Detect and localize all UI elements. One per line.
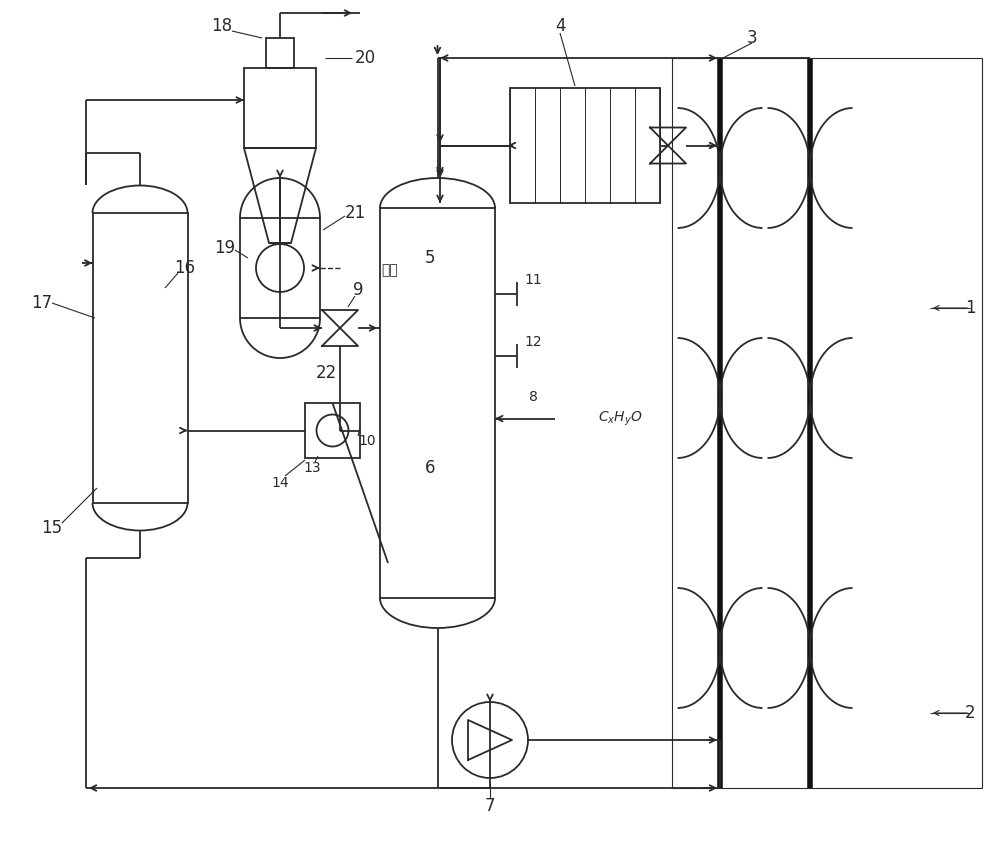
Text: 12: 12 — [524, 335, 542, 349]
Text: 13: 13 — [303, 461, 321, 475]
Text: 6: 6 — [425, 459, 435, 477]
Bar — [672, 58, 982, 788]
Text: 5: 5 — [425, 249, 435, 267]
Bar — [240, 218, 320, 318]
Text: 21: 21 — [344, 204, 366, 222]
Text: 9: 9 — [353, 281, 363, 299]
Text: 16: 16 — [174, 259, 196, 277]
Text: 10: 10 — [358, 434, 376, 448]
Text: 7: 7 — [485, 797, 495, 815]
Text: $C_xH_yO$: $C_xH_yO$ — [598, 410, 642, 427]
Text: 4: 4 — [555, 17, 565, 35]
Bar — [380, 208, 495, 598]
Text: 20: 20 — [354, 49, 376, 67]
Text: 1: 1 — [965, 299, 975, 317]
Bar — [305, 403, 360, 458]
Text: 18: 18 — [211, 17, 233, 35]
Text: 14: 14 — [271, 476, 289, 490]
Text: 8: 8 — [529, 389, 537, 404]
Bar — [244, 68, 316, 148]
Text: 15: 15 — [41, 519, 63, 537]
Bar — [266, 38, 294, 68]
Text: 空气: 空气 — [382, 263, 398, 277]
Text: 19: 19 — [214, 239, 236, 257]
Text: 11: 11 — [524, 273, 542, 287]
Text: 17: 17 — [31, 294, 53, 312]
Bar — [92, 213, 188, 503]
Bar — [510, 88, 660, 203]
Text: 3: 3 — [747, 29, 757, 47]
Text: 22: 22 — [315, 364, 337, 382]
Text: 2: 2 — [965, 704, 975, 722]
